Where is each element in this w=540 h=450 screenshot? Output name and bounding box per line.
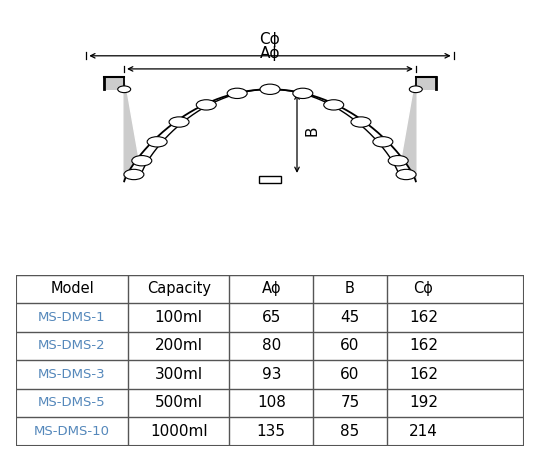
Circle shape xyxy=(396,169,416,180)
Circle shape xyxy=(124,169,144,180)
Circle shape xyxy=(147,137,167,147)
Text: 60: 60 xyxy=(340,338,360,353)
Text: 162: 162 xyxy=(409,367,438,382)
Text: Cϕ: Cϕ xyxy=(260,32,280,47)
Text: 85: 85 xyxy=(340,424,360,439)
Text: 80: 80 xyxy=(262,338,281,353)
Text: MS-DMS-3: MS-DMS-3 xyxy=(38,368,106,381)
Text: 192: 192 xyxy=(409,395,438,410)
Text: 93: 93 xyxy=(261,367,281,382)
Circle shape xyxy=(373,137,393,147)
Polygon shape xyxy=(124,74,416,174)
Text: 162: 162 xyxy=(409,338,438,353)
Text: 45: 45 xyxy=(340,310,360,325)
Circle shape xyxy=(169,117,189,127)
Text: Model: Model xyxy=(50,281,94,296)
Circle shape xyxy=(118,86,131,93)
Bar xyxy=(259,176,281,183)
Text: 214: 214 xyxy=(409,424,438,439)
Text: 162: 162 xyxy=(409,310,438,325)
Text: 200ml: 200ml xyxy=(154,338,202,353)
Text: 300ml: 300ml xyxy=(154,367,202,382)
Text: B: B xyxy=(345,281,355,296)
Circle shape xyxy=(132,156,152,166)
Text: MS-DMS-5: MS-DMS-5 xyxy=(38,396,106,409)
Circle shape xyxy=(227,88,247,99)
Text: MS-DMS-2: MS-DMS-2 xyxy=(38,339,106,352)
Text: MS-DMS-10: MS-DMS-10 xyxy=(34,425,110,438)
Circle shape xyxy=(388,156,408,166)
Text: 108: 108 xyxy=(257,395,286,410)
Text: Cϕ: Cϕ xyxy=(414,281,434,296)
Text: 135: 135 xyxy=(256,424,286,439)
Circle shape xyxy=(260,84,280,94)
Text: B: B xyxy=(305,125,320,136)
Text: 100ml: 100ml xyxy=(154,310,202,325)
Text: 60: 60 xyxy=(340,367,360,382)
Circle shape xyxy=(324,100,344,110)
Text: Aϕ: Aϕ xyxy=(261,281,281,296)
Text: Capacity: Capacity xyxy=(147,281,211,296)
Circle shape xyxy=(409,86,422,93)
Circle shape xyxy=(293,88,313,99)
Text: 75: 75 xyxy=(340,395,360,410)
Text: 65: 65 xyxy=(261,310,281,325)
Text: 500ml: 500ml xyxy=(154,395,202,410)
Text: Aϕ: Aϕ xyxy=(260,46,280,61)
Circle shape xyxy=(351,117,371,127)
Circle shape xyxy=(196,100,216,110)
Polygon shape xyxy=(104,77,436,181)
Text: MS-DMS-1: MS-DMS-1 xyxy=(38,311,106,324)
Text: 1000ml: 1000ml xyxy=(150,424,207,439)
